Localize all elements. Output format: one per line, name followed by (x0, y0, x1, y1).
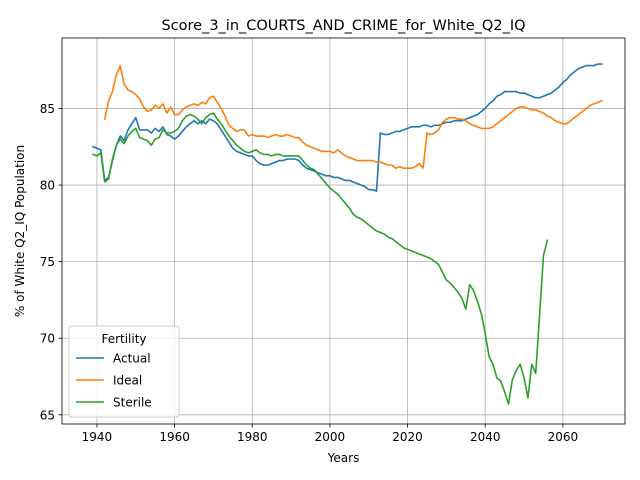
x-tick-label: 1980 (237, 430, 268, 444)
axis-ticks: 1940 1960 1980 2000 2020 2040 2060 65 70 75 80 85 (40, 102, 578, 444)
x-tick-label: 2040 (470, 430, 501, 444)
series-lines (92, 63, 603, 405)
series-line-actual (92, 63, 603, 192)
x-tick-label: 1960 (159, 430, 190, 444)
legend-entry-ideal: Ideal (113, 374, 142, 388)
y-tick-label: 75 (40, 255, 55, 269)
legend-entry-actual: Actual (113, 352, 151, 366)
y-axis-label: % of White Q2_IQ Population (13, 145, 27, 317)
x-axis-label: Years (327, 451, 360, 465)
x-tick-label: 1940 (82, 430, 113, 444)
x-tick-label: 2060 (548, 430, 579, 444)
legend: Fertility Actual Ideal Sterile (68, 325, 180, 418)
chart-title: Score_3_in_COURTS_AND_CRIME_for_White_Q2… (161, 18, 525, 34)
legend-box (68, 325, 180, 418)
x-tick-label: 2000 (315, 430, 346, 444)
series-line-ideal (103, 64, 603, 169)
legend-entry-sterile: Sterile (113, 396, 152, 410)
legend-title: Fertility (101, 332, 146, 346)
y-tick-label: 85 (40, 102, 55, 116)
x-tick-label: 2020 (392, 430, 423, 444)
series-line-sterile (92, 112, 549, 405)
y-tick-label: 65 (40, 408, 55, 422)
y-tick-label: 70 (40, 332, 55, 346)
plot-area-frame (61, 37, 626, 425)
y-tick-label: 80 (40, 179, 55, 193)
